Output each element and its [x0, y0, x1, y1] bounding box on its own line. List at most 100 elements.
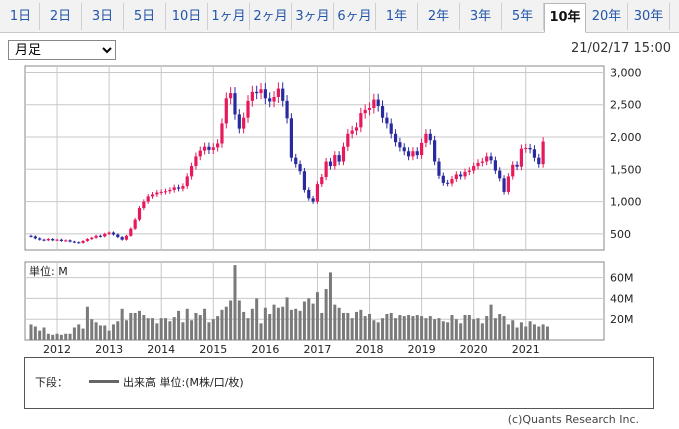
- x-tick-label: 2019: [408, 343, 436, 356]
- volume-bar: [537, 326, 541, 340]
- candle-body: [185, 176, 189, 187]
- volume-bar: [359, 309, 363, 340]
- volume-bar: [346, 312, 350, 340]
- volume-bar: [480, 323, 484, 340]
- candle-body: [476, 162, 480, 167]
- candle-body: [107, 232, 111, 234]
- tab-2[interactable]: 2日: [40, 3, 82, 30]
- volume-bar: [311, 303, 315, 340]
- volume-bar: [532, 324, 536, 340]
- volume-bar: [328, 272, 332, 340]
- price-tick-label: 2,000: [610, 131, 642, 144]
- volume-tick-label: 40M: [610, 292, 634, 305]
- candle-body: [46, 239, 50, 241]
- candle-body: [229, 93, 233, 99]
- volume-bar: [511, 320, 515, 340]
- candle-body: [77, 242, 81, 244]
- volume-bar: [294, 308, 298, 340]
- candle-body: [385, 117, 389, 124]
- volume-bar: [237, 300, 241, 340]
- candle-body: [333, 155, 337, 167]
- candle-body: [142, 201, 146, 209]
- candle-body: [511, 164, 515, 177]
- candle-body: [324, 161, 328, 178]
- tab-3[interactable]: 3日: [82, 3, 124, 30]
- tab-8[interactable]: 3ヶ月: [292, 3, 334, 30]
- tab-4[interactable]: 5日: [124, 3, 166, 30]
- candle-body: [146, 196, 150, 202]
- x-tick-label: 2018: [356, 343, 384, 356]
- volume-bar: [155, 323, 159, 340]
- x-tick-label: 2014: [147, 343, 175, 356]
- candle-body: [376, 99, 380, 107]
- legend-volume-swatch: [89, 380, 119, 383]
- candle-body: [116, 234, 120, 238]
- volume-bar: [350, 318, 354, 340]
- volume-bar: [98, 325, 102, 340]
- candle-body: [72, 241, 76, 243]
- tab-9[interactable]: 6ヶ月: [334, 3, 376, 30]
- volume-bar: [51, 334, 55, 340]
- volume-bar: [337, 307, 341, 340]
- x-tick-label: 2015: [199, 343, 227, 356]
- candle-body: [207, 146, 211, 150]
- tab-12[interactable]: 3年: [460, 3, 502, 30]
- candle-body: [268, 98, 272, 102]
- volume-bar: [433, 319, 437, 340]
- tab-16[interactable]: 30年: [628, 3, 670, 30]
- tab-5[interactable]: 10日: [166, 3, 208, 30]
- candle-body: [29, 235, 33, 237]
- candle-body: [489, 156, 493, 161]
- candle-body: [519, 148, 524, 167]
- x-tick-label: 2012: [43, 343, 71, 356]
- volume-bar: [129, 312, 133, 340]
- volume-bar: [441, 321, 445, 340]
- tab-11[interactable]: 2年: [418, 3, 460, 30]
- volume-bar: [229, 300, 233, 340]
- tab-1[interactable]: 1日: [2, 3, 40, 30]
- volume-bar: [324, 289, 328, 340]
- volume-bar: [29, 324, 33, 340]
- volume-bar: [315, 292, 319, 340]
- candle-body: [150, 194, 155, 197]
- tab-10[interactable]: 1年: [376, 3, 418, 30]
- tab-14[interactable]: 10年: [544, 3, 586, 33]
- candle-body: [450, 178, 454, 184]
- candle-body: [42, 239, 46, 241]
- period-select[interactable]: 月足: [8, 40, 116, 60]
- candle-body: [402, 147, 406, 152]
- volume-bar: [489, 304, 493, 340]
- tab-13[interactable]: 5年: [502, 3, 544, 30]
- x-tick-label: 2020: [460, 343, 488, 356]
- volume-bar: [268, 314, 272, 340]
- volume-bar: [363, 316, 367, 340]
- candle-body: [493, 160, 497, 171]
- candle-body: [294, 157, 298, 165]
- tab-7[interactable]: 2ヶ月: [250, 3, 292, 30]
- volume-bar: [142, 315, 146, 340]
- volume-bar: [368, 314, 372, 340]
- candle-body: [263, 89, 267, 99]
- x-tick-label: 2016: [251, 343, 279, 356]
- volume-bar: [355, 311, 358, 340]
- volume-bar: [472, 319, 476, 340]
- volume-bar: [515, 327, 519, 340]
- volume-bar: [276, 307, 280, 340]
- candle-body: [159, 191, 163, 193]
- volume-bar: [341, 312, 345, 340]
- volume-bar: [68, 333, 72, 340]
- volume-bar: [190, 320, 194, 340]
- volume-bar: [467, 315, 471, 340]
- volume-bar: [398, 315, 402, 340]
- volume-bar: [151, 318, 155, 340]
- volume-bar: [493, 318, 497, 340]
- volume-bar: [420, 316, 424, 340]
- candle-body: [233, 93, 237, 115]
- volume-unit-label: 単位: M: [29, 264, 68, 278]
- candle-body: [285, 100, 289, 119]
- tab-6[interactable]: 1ヶ月: [208, 3, 250, 30]
- candle-body: [437, 161, 441, 176]
- volume-bar: [185, 308, 189, 340]
- candle-body: [515, 164, 519, 167]
- tab-15[interactable]: 20年: [586, 3, 628, 30]
